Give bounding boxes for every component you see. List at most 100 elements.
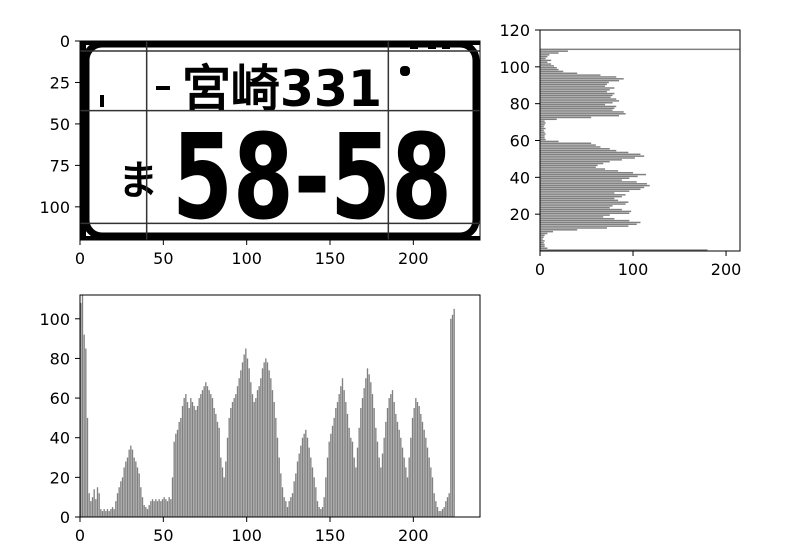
row-bar <box>540 206 610 209</box>
plate-number-text: 58-58 <box>172 108 452 246</box>
column-bar <box>195 409 197 517</box>
column-bar <box>421 421 424 517</box>
row-bar <box>540 90 607 93</box>
column-bar <box>206 386 209 517</box>
column-bar <box>120 481 122 517</box>
column-bar <box>155 499 157 517</box>
row-bar <box>540 183 647 185</box>
row-bar <box>540 210 632 213</box>
row-bar <box>540 118 557 121</box>
column-bar <box>266 362 269 517</box>
column-bar <box>451 314 454 517</box>
row-bar <box>540 230 554 233</box>
row-bar <box>540 153 641 156</box>
column-bar <box>341 378 344 517</box>
column-bar <box>258 386 260 517</box>
column-bar <box>343 390 345 517</box>
column-bar <box>250 382 252 517</box>
row-bar <box>540 216 604 218</box>
column-bar <box>161 499 164 517</box>
column-bar <box>276 437 279 517</box>
column-bar <box>90 501 92 517</box>
column-bar <box>275 417 277 517</box>
column-bar <box>303 433 305 517</box>
column-bar <box>265 358 267 517</box>
row-bar <box>540 94 613 97</box>
column-bar <box>190 398 192 517</box>
column-bar <box>125 461 127 517</box>
column-bar <box>140 487 142 517</box>
column-bar <box>376 441 379 517</box>
row-bar <box>540 194 626 196</box>
row-bar <box>540 144 596 146</box>
y-tick-label: 60 <box>50 389 70 408</box>
column-bar <box>350 437 352 517</box>
column-bar <box>293 481 295 517</box>
row-bar <box>540 133 546 135</box>
row-bar <box>540 199 619 202</box>
y-tick-label: 40 <box>510 168 530 187</box>
y-tick-label: 80 <box>50 349 70 368</box>
row-bar <box>540 190 630 192</box>
column-bar <box>185 394 187 517</box>
row-bar <box>540 175 638 178</box>
row-bar <box>540 114 620 117</box>
row-bar <box>540 61 548 63</box>
row-bar <box>540 177 630 179</box>
row-bar <box>540 238 543 240</box>
column-bar <box>263 362 265 517</box>
column-bar <box>358 427 360 517</box>
column-bar <box>381 453 384 517</box>
x-tick-label: 200 <box>711 260 742 279</box>
column-bar <box>295 473 297 517</box>
column-bar <box>136 467 139 517</box>
row-bar <box>540 188 641 191</box>
column-bar <box>158 499 160 517</box>
x-tick-label: 0 <box>75 249 85 268</box>
column-bar <box>283 497 285 517</box>
column-bar <box>385 421 387 517</box>
row-bar <box>540 195 622 198</box>
y-tick-label: 100 <box>39 198 70 217</box>
column-bar <box>380 467 382 517</box>
column-bar <box>230 407 232 517</box>
column-bar <box>241 362 244 517</box>
column-bar <box>213 407 215 517</box>
column-bar <box>346 413 349 517</box>
row-bar <box>540 159 622 161</box>
column-bar <box>325 477 327 517</box>
row-bar <box>540 171 634 174</box>
column-bar <box>296 461 299 517</box>
column-bar <box>290 497 292 517</box>
column-bar <box>123 467 125 517</box>
column-bar <box>338 394 340 517</box>
column-bar <box>285 501 287 517</box>
column-bar <box>301 437 304 517</box>
row-bar <box>540 151 629 154</box>
row-bar <box>540 162 604 165</box>
row-bar <box>540 166 596 168</box>
column-bar <box>256 390 259 517</box>
row-bar <box>540 59 552 62</box>
plate-axes: 0 50 100 150 200 0 25 50 75 100 <box>39 32 428 268</box>
row-bar <box>540 170 619 172</box>
column-bar <box>151 499 154 517</box>
column-bar <box>413 407 415 517</box>
column-bar <box>148 505 150 517</box>
row-bar <box>540 146 601 148</box>
y-tick-label: 25 <box>50 73 70 92</box>
column-bar <box>176 429 179 517</box>
column-bar <box>96 487 99 517</box>
row-bar <box>540 184 650 187</box>
row-bar <box>540 205 613 207</box>
column-bar <box>171 477 174 517</box>
column-bar <box>291 493 294 517</box>
column-bar <box>225 461 227 517</box>
column-bar <box>251 394 254 517</box>
column-histogram-axes: 0 50 100 150 200 0 20 40 60 80 100 <box>39 310 428 545</box>
column-bar <box>110 509 112 517</box>
column-bar <box>436 507 439 517</box>
column-bar <box>395 413 397 517</box>
row-bar <box>540 173 647 176</box>
column-bar <box>116 493 119 517</box>
